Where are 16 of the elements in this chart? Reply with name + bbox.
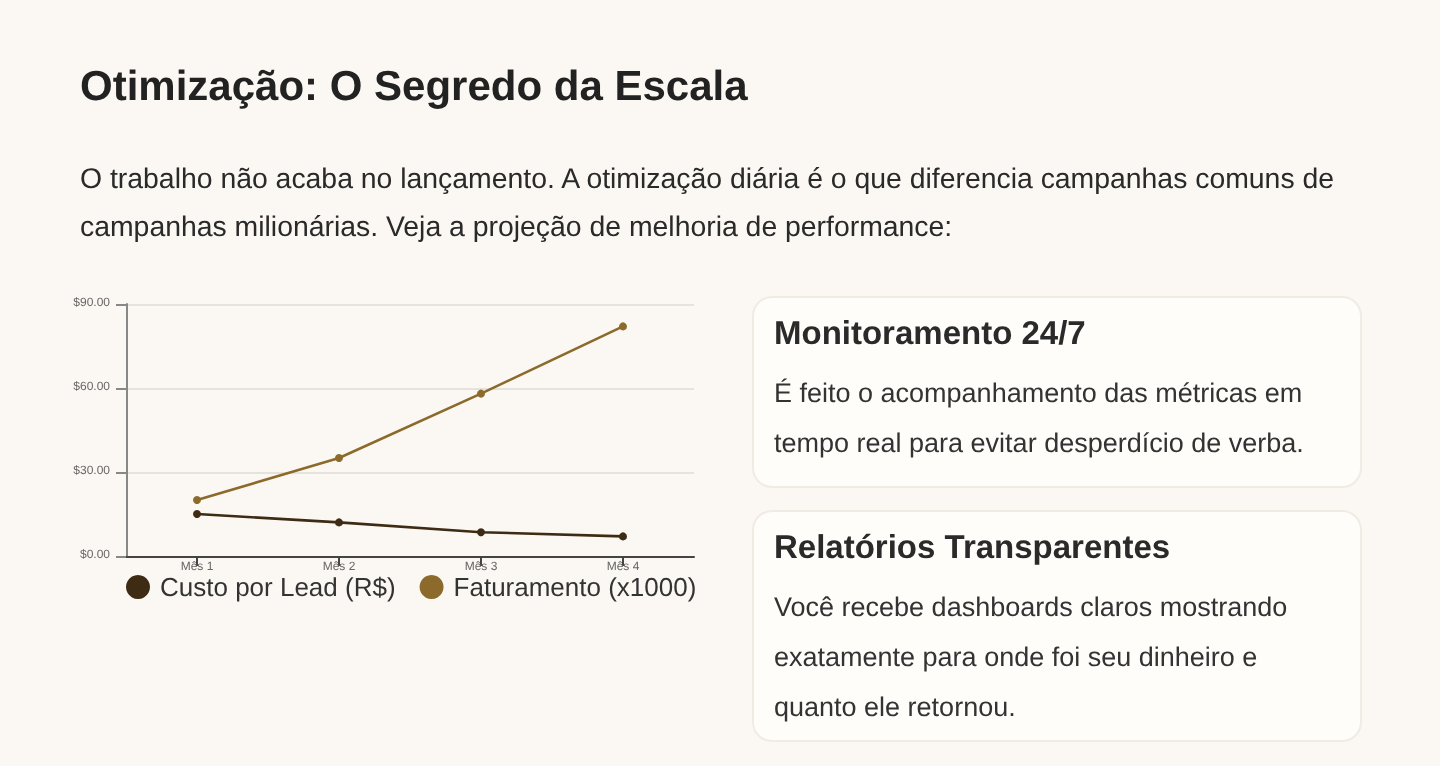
text: É feito o acompanhamento das métricas em tempo real para evitar desperdício de verba. — [774, 376, 1306, 462]
point — [477, 389, 485, 398]
point — [335, 454, 343, 462]
legend-label: Custo por Lead (R$) — [160, 572, 396, 602]
legend-label: Faturamento (x1000) — [453, 572, 697, 602]
text: Relatórios Transparentes — [774, 530, 1173, 568]
point — [619, 322, 627, 331]
point — [477, 528, 485, 537]
chart-subtitle: O trabalho não acaba no lançamento. A otimização diária é o que diferencia campanhas comuns de campanhas milionárias. Veja a projeção de melhoria de performance: — [80, 162, 1337, 248]
text: Monitoramento 24/7 — [774, 316, 1088, 354]
chart-title: Otimização: O Segredo da Escala — [80, 64, 748, 112]
point — [619, 532, 627, 541]
text: Você recebe dashboards claros mostrando exatamente para onde foi seu dinheiro e quanto ele retornou. — [774, 590, 1290, 726]
point — [193, 496, 201, 504]
point — [335, 518, 343, 527]
point — [193, 510, 201, 518]
